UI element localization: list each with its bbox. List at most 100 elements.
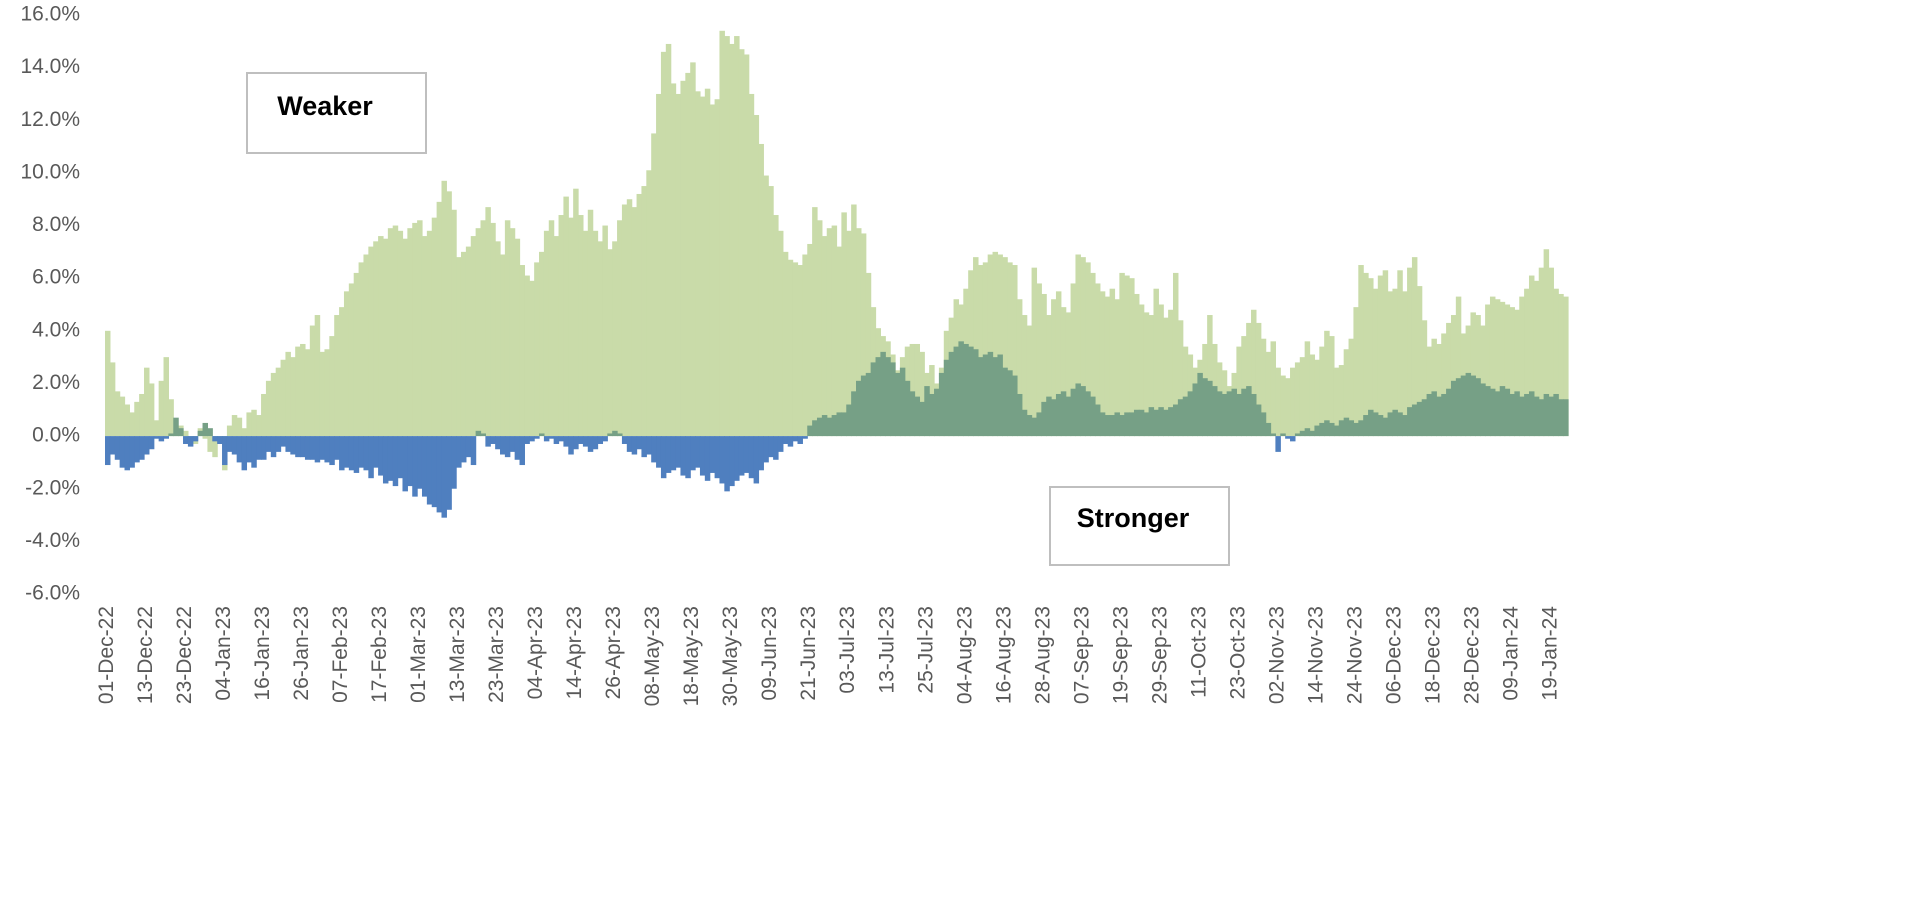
bar — [1499, 301, 1506, 437]
x-tick-label: 07-Feb-23 — [329, 606, 352, 703]
bar — [1343, 417, 1350, 437]
bar — [1138, 304, 1145, 437]
bar — [841, 212, 847, 437]
bar — [1270, 341, 1276, 437]
bar — [1192, 383, 1198, 437]
bar — [192, 436, 199, 442]
bar — [265, 380, 272, 437]
bar — [275, 436, 282, 452]
bar — [1119, 272, 1125, 437]
bar — [373, 436, 379, 468]
y-tick-label: 16.0% — [20, 3, 80, 26]
bar — [1246, 322, 1252, 437]
bar — [509, 436, 516, 452]
bar — [802, 436, 808, 439]
bar — [1021, 409, 1028, 437]
bar — [1480, 325, 1486, 437]
bar — [1168, 309, 1174, 437]
bar — [343, 291, 350, 437]
bar — [563, 436, 569, 447]
bar — [1163, 317, 1169, 437]
bar — [446, 191, 452, 437]
bar — [1455, 378, 1462, 437]
bar — [324, 436, 330, 463]
bar — [1494, 299, 1501, 437]
bar — [1548, 396, 1554, 437]
bar — [719, 30, 725, 437]
bar — [153, 420, 160, 437]
bar — [675, 436, 682, 468]
bar — [777, 436, 784, 452]
bar — [1099, 291, 1106, 437]
bar — [407, 436, 413, 487]
bar — [977, 265, 984, 437]
bar — [1416, 401, 1423, 437]
bar — [938, 372, 945, 437]
bar — [1485, 386, 1491, 437]
bar — [402, 238, 408, 437]
bar — [831, 415, 838, 437]
bar — [500, 436, 506, 455]
bar — [836, 246, 842, 437]
bar — [1241, 388, 1247, 437]
bar — [738, 49, 745, 437]
bar — [797, 436, 803, 444]
bar — [119, 436, 126, 468]
bar — [1402, 415, 1408, 437]
bar — [1441, 393, 1447, 437]
bar — [1299, 357, 1306, 437]
bar — [1182, 346, 1189, 437]
bar — [1041, 293, 1047, 437]
x-tick-label: 13-Mar-23 — [446, 606, 469, 703]
bar — [573, 436, 579, 450]
bar — [1514, 391, 1520, 437]
bar — [105, 330, 111, 437]
bar — [1504, 304, 1511, 437]
bar — [909, 343, 916, 437]
bar — [1124, 275, 1130, 437]
bar — [748, 93, 755, 437]
bar — [1431, 391, 1437, 437]
bar — [582, 436, 589, 447]
bar — [1290, 367, 1296, 437]
bar — [1026, 325, 1033, 437]
bar — [1104, 415, 1111, 437]
bar — [1533, 280, 1540, 437]
bar — [592, 436, 599, 450]
y-tick-label: -6.0% — [25, 582, 80, 605]
bar — [597, 241, 604, 437]
bar — [948, 351, 955, 437]
bar — [851, 204, 857, 437]
bar — [860, 375, 867, 437]
bar — [782, 251, 789, 437]
annotation-box — [246, 72, 427, 154]
bar — [1387, 291, 1394, 437]
bar — [553, 236, 560, 437]
bar — [1485, 304, 1491, 437]
bar — [1397, 270, 1403, 437]
bar — [187, 436, 194, 447]
bar — [490, 436, 496, 444]
bar — [763, 175, 769, 437]
bar — [1168, 407, 1174, 437]
bar — [139, 393, 145, 437]
bar — [753, 436, 760, 484]
bar — [1528, 391, 1535, 437]
bar — [348, 283, 355, 437]
bar — [309, 325, 316, 437]
bar — [280, 359, 287, 437]
bar — [1314, 359, 1320, 437]
bar — [1114, 299, 1120, 437]
bar — [1075, 383, 1081, 437]
bar — [456, 257, 462, 437]
bar — [787, 259, 794, 437]
bar — [402, 436, 408, 492]
bar — [387, 228, 394, 437]
bar — [134, 401, 140, 437]
bar — [217, 436, 223, 444]
bar — [134, 436, 140, 463]
bar — [1021, 315, 1028, 437]
bar — [1158, 304, 1164, 437]
bar — [1046, 396, 1052, 437]
